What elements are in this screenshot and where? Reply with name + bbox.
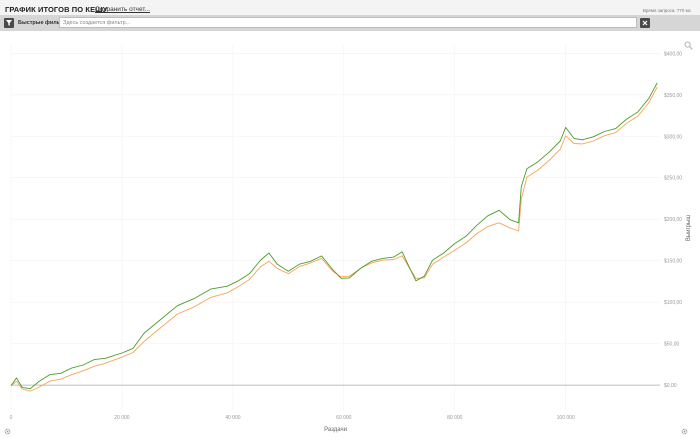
gear-icon[interactable] (681, 428, 688, 435)
y-tick-label: $350,00 (664, 93, 682, 99)
y-tick-label: $0,00 (664, 383, 677, 389)
y-tick-label: $250,00 (664, 176, 682, 182)
y-tick-label: $100,00 (664, 300, 682, 306)
report-title: ГРАФИК ИТОГОВ ПО КЕШУ (5, 5, 108, 14)
cash-results-chart: 0 20 000 40 000 60 000 80 000 100 000 $0,00 $50… (10, 45, 692, 433)
x-tick-label: 0 (10, 415, 13, 421)
x-axis-title: Раздачи (324, 427, 347, 433)
quick-filters-label: Быстрые фильт (18, 20, 63, 26)
filter-icon[interactable] (4, 18, 14, 28)
save-report-link[interactable]: Сохранить отчет... (95, 6, 151, 13)
x-tick-label: 40 000 (225, 415, 241, 421)
close-icon[interactable] (640, 18, 650, 28)
search-icon[interactable] (684, 41, 693, 50)
y-tick-label: $300,00 (664, 134, 682, 140)
request-time-label: Время запроса: 770 мс (642, 8, 691, 13)
x-tick-label: 100 000 (557, 415, 575, 421)
x-tick-label: 60 000 (336, 415, 352, 421)
x-tick-label: 80 000 (447, 415, 463, 421)
top-bar (0, 0, 700, 15)
y-tick-label: $50,00 (664, 342, 680, 348)
series-line (10, 82, 658, 390)
y-tick-label: $400,00 (664, 51, 682, 57)
series-line (10, 86, 658, 392)
gear-icon[interactable] (4, 428, 11, 435)
y-axis-title: Выигрыш (686, 215, 692, 242)
filter-input[interactable] (59, 17, 637, 28)
y-tick-label: $150,00 (664, 259, 682, 265)
x-tick-label: 20 000 (114, 415, 130, 421)
y-tick-label: $200,00 (664, 217, 682, 223)
